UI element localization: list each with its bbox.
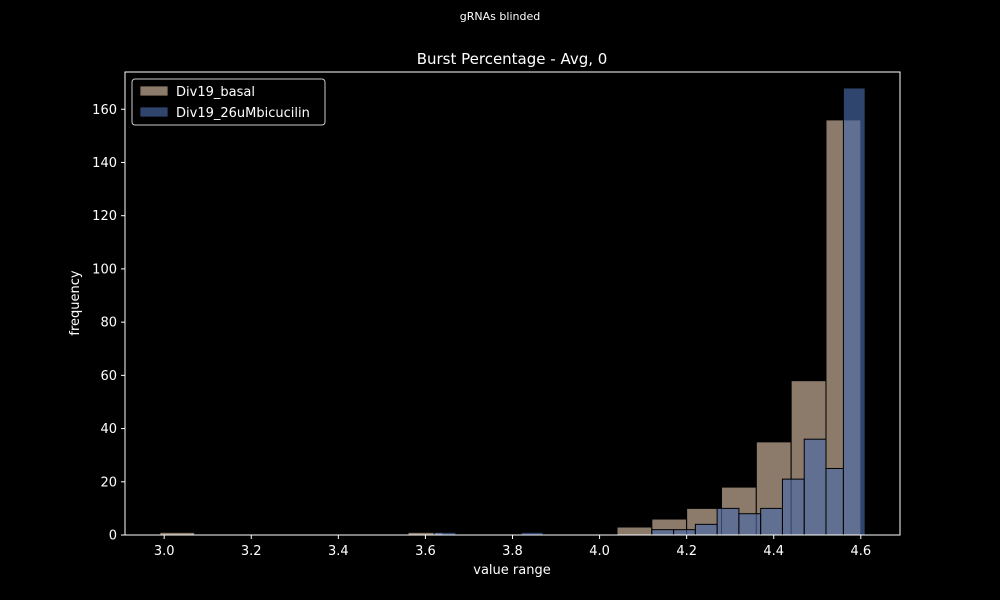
histogram-bar [694, 523, 718, 536]
x-tick-label: 4.2 [676, 544, 697, 559]
y-axis-label: frequency [68, 270, 83, 336]
x-tick-label: 3.8 [502, 544, 523, 559]
y-tick-label: 140 [92, 156, 117, 171]
x-tick-label: 3.2 [241, 544, 262, 559]
histogram-bar [803, 438, 827, 536]
x-tick-label: 4.6 [850, 544, 871, 559]
histogram-bar [673, 529, 696, 536]
x-tick-label: 3.6 [415, 544, 436, 559]
y-tick-label: 60 [100, 369, 117, 384]
y-tick-label: 40 [100, 422, 117, 437]
histogram-bar [738, 513, 762, 536]
legend-label-div19-basal: Div19_basal [176, 85, 255, 100]
y-tick-label: 100 [92, 262, 117, 277]
plot-bars [159, 87, 866, 536]
series-1 [433, 87, 866, 536]
histogram-bar [781, 478, 805, 536]
histogram-bar [760, 507, 783, 536]
legend-swatch-div19-basal [139, 85, 169, 97]
y-tick-label: 80 [100, 316, 117, 331]
x-tick-label: 4.4 [763, 544, 784, 559]
legend-frame [131, 78, 326, 126]
y-tick-label: 20 [100, 475, 117, 490]
x-axis-label: value range [473, 563, 550, 578]
legend: Div19_basal Div19_26uMbicucilin [131, 78, 326, 126]
x-tick-label: 3.0 [154, 544, 175, 559]
histogram-bar [842, 87, 866, 536]
y-tick-label: 0 [109, 529, 117, 544]
chart-title: Burst Percentage - Avg, 0 [417, 50, 608, 68]
legend-swatch-div19-26umbicucilin [139, 106, 169, 118]
y-tick-label: 120 [92, 209, 117, 224]
y-axis-ticks: 0 20 40 60 80 100 120 140 160 [92, 103, 125, 544]
x-axis-ticks: 3.0 3.2 3.4 3.6 3.8 4.0 4.2 4.4 4.6 [154, 535, 871, 559]
histogram-bar [825, 467, 844, 536]
figure-suptitle: gRNAs blinded [460, 10, 540, 23]
histogram-bar [716, 507, 740, 536]
plot-frame [124, 71, 901, 536]
x-tick-label: 3.4 [328, 544, 349, 559]
y-tick-label: 160 [92, 103, 117, 118]
x-tick-label: 4.0 [589, 544, 610, 559]
legend-label-div19-26umbicucilin: Div19_26uMbicucilin [176, 106, 310, 121]
histogram-bar [616, 526, 653, 536]
histogram-bar [651, 529, 675, 536]
